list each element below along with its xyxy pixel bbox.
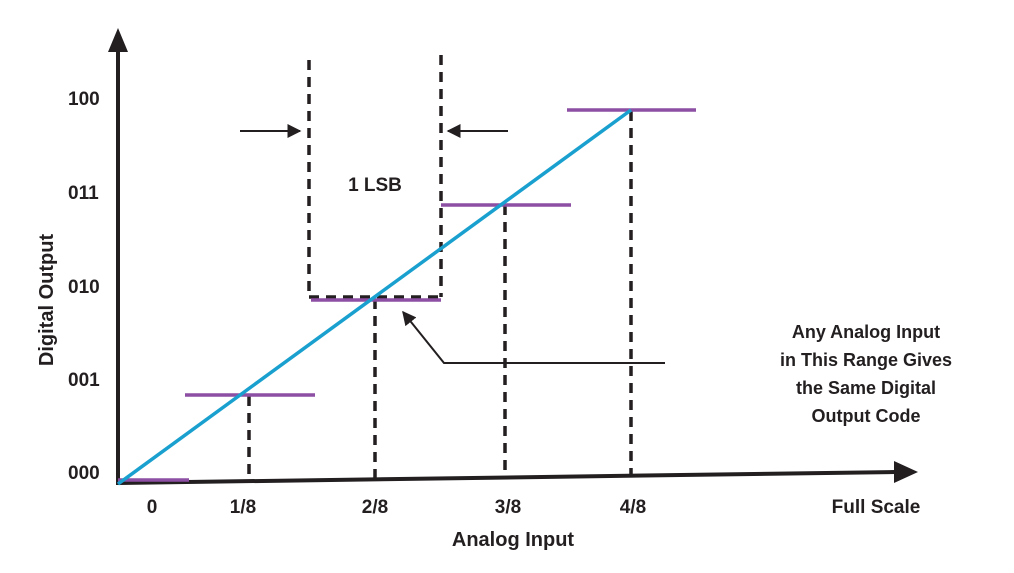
y-code-011: 011 [68, 183, 99, 204]
annotation-line-1: Any Analog Input [792, 322, 940, 342]
x-axis [117, 470, 896, 485]
annotation-line-4: Output Code [812, 406, 921, 426]
x-tick-2-8: 2/8 [362, 497, 388, 518]
y-code-100: 100 [68, 89, 100, 110]
x-axis-title: Analog Input [452, 529, 575, 551]
x-tick-1-8: 1/8 [230, 497, 256, 518]
x-tick-0: 0 [147, 497, 158, 518]
y-code-000: 000 [68, 463, 100, 484]
annotation-leader [402, 310, 665, 364]
x-axis-end-label: Full Scale [832, 497, 921, 518]
annotation-line-3: the Same Digital [796, 378, 936, 398]
lsb-label: 1 LSB [348, 175, 402, 196]
x-tick-4-8: 4/8 [620, 497, 646, 518]
y-code-010: 010 [68, 277, 100, 298]
y-axis-arrowhead [108, 28, 128, 52]
x-tick-3-8: 3/8 [495, 497, 521, 518]
y-axis-title: Digital Output [36, 234, 58, 367]
x-axis-arrowhead [894, 461, 918, 483]
annotation-line-2: in This Range Gives [780, 350, 952, 370]
y-code-001: 001 [68, 370, 100, 391]
ideal-transfer-line [116, 108, 633, 486]
